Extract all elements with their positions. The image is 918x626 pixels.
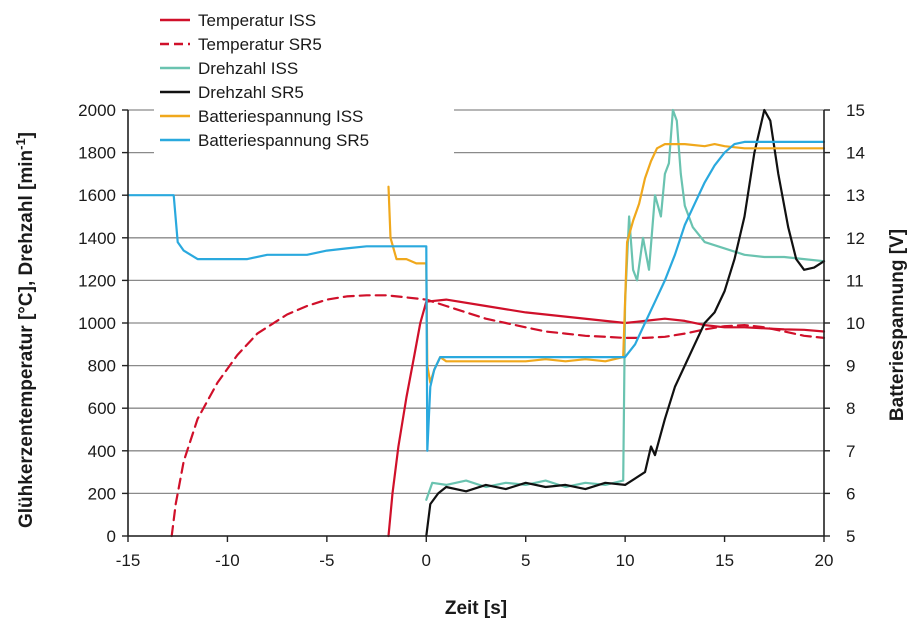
legend-label: Batteriespannung SR5 — [198, 131, 369, 150]
y-left-tick-label: 1400 — [78, 229, 116, 248]
legend-label: Temperatur ISS — [198, 11, 316, 30]
y-right-tick-label: 13 — [846, 186, 865, 205]
x-tick-label: 10 — [616, 551, 635, 570]
y-left-axis-title: Glühkerzentemperatur [°C], Drehzahl [min… — [13, 132, 37, 528]
y-left-tick-label: 1200 — [78, 271, 116, 290]
y-right-tick-label: 10 — [846, 314, 865, 333]
series-line-batteriespannung-iss — [387, 143, 826, 384]
legend-label: Drehzahl ISS — [198, 59, 298, 78]
x-tick-label: -5 — [319, 551, 334, 570]
y-right-tick-label: 12 — [846, 229, 865, 248]
y-left-tick-label: 600 — [88, 399, 116, 418]
x-axis-title: Zeit [s] — [445, 598, 507, 619]
y-left-tick-label: 1600 — [78, 186, 116, 205]
y-left-tick-label: 800 — [88, 357, 116, 376]
legend-background — [154, 6, 454, 160]
legend-label: Temperatur SR5 — [198, 35, 322, 54]
gridlines — [128, 109, 824, 537]
y-right-tick-label: 5 — [846, 527, 855, 546]
legend: Temperatur ISS Temperatur SR5 Drehzahl ISS… — [154, 6, 454, 160]
y-left-tick-label: 400 — [88, 442, 116, 461]
y-right-tick-label: 8 — [846, 399, 855, 418]
y-left-tick-labels: 0 200 400 600 800 1000 1200 1400 1600 1800 2000 — [78, 101, 116, 546]
y-left-tick-label: 2000 — [78, 101, 116, 120]
axes — [122, 109, 830, 542]
y-right-tick-label: 15 — [846, 101, 865, 120]
x-tick-label: 0 — [422, 551, 431, 570]
x-tick-label: -15 — [116, 551, 141, 570]
y-right-tick-label: 9 — [846, 357, 855, 376]
x-tick-label: 15 — [715, 551, 734, 570]
y-left-tick-label: 1800 — [78, 144, 116, 163]
series-group — [126, 108, 826, 538]
series-line-drehzahl-iss — [425, 108, 826, 501]
y-left-tick-label: 200 — [88, 484, 116, 503]
legend-label: Batteriespannung ISS — [198, 107, 363, 126]
y-left-tick-label: 0 — [107, 527, 116, 546]
series-line-temperatur-iss — [387, 298, 826, 538]
y-left-tick-label: 1000 — [78, 314, 116, 333]
y-right-tick-label: 14 — [846, 144, 865, 163]
y-right-tick-label: 7 — [846, 442, 855, 461]
x-tick-label: -10 — [215, 551, 240, 570]
y-right-axis-title: Batteriespannung [V] — [887, 229, 908, 421]
y-right-tick-label: 11 — [846, 271, 864, 290]
legend-label: Drehzahl SR5 — [198, 83, 304, 102]
y-right-tick-label: 6 — [846, 484, 855, 503]
series-line-batteriespannung-sr5 — [126, 140, 826, 452]
y-right-tick-labels: 5 6 7 8 9 10 11 12 13 14 15 — [846, 101, 865, 546]
x-tick-label: 5 — [521, 551, 530, 570]
x-tick-labels: -15 -10 -5 0 5 10 15 20 — [116, 551, 834, 570]
x-tick-label: 20 — [815, 551, 834, 570]
series-line-temperatur-sr5 — [170, 294, 826, 538]
